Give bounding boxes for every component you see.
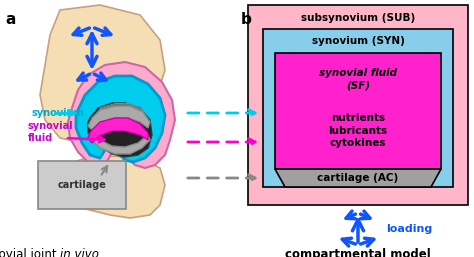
- Polygon shape: [275, 169, 441, 187]
- Polygon shape: [60, 155, 165, 218]
- Text: synovial fluid
(SF): synovial fluid (SF): [319, 68, 397, 91]
- Bar: [275, 53, 441, 169]
- Polygon shape: [40, 5, 165, 145]
- Polygon shape: [88, 103, 152, 157]
- Polygon shape: [88, 118, 148, 143]
- Text: cartilage: cartilage: [57, 180, 107, 190]
- Polygon shape: [68, 62, 175, 168]
- Text: loading: loading: [386, 224, 432, 234]
- Text: synovium: synovium: [32, 108, 85, 118]
- Text: synovium (SYN): synovium (SYN): [311, 36, 404, 46]
- Text: in vivo: in vivo: [60, 248, 99, 257]
- Text: synovial joint: synovial joint: [0, 248, 60, 257]
- Text: subsynovium (SUB): subsynovium (SUB): [301, 13, 415, 23]
- Polygon shape: [88, 133, 150, 154]
- Text: compartmental model: compartmental model: [285, 248, 431, 257]
- Text: cartilage (AC): cartilage (AC): [318, 173, 399, 183]
- Bar: [248, 5, 468, 205]
- Polygon shape: [76, 76, 165, 162]
- Bar: [263, 29, 453, 187]
- Text: synovial
fluid: synovial fluid: [28, 121, 73, 143]
- Text: b: b: [241, 12, 252, 27]
- Text: a: a: [5, 12, 15, 27]
- Polygon shape: [88, 106, 150, 130]
- Text: nutrients
lubricants
cytokines: nutrients lubricants cytokines: [328, 113, 388, 148]
